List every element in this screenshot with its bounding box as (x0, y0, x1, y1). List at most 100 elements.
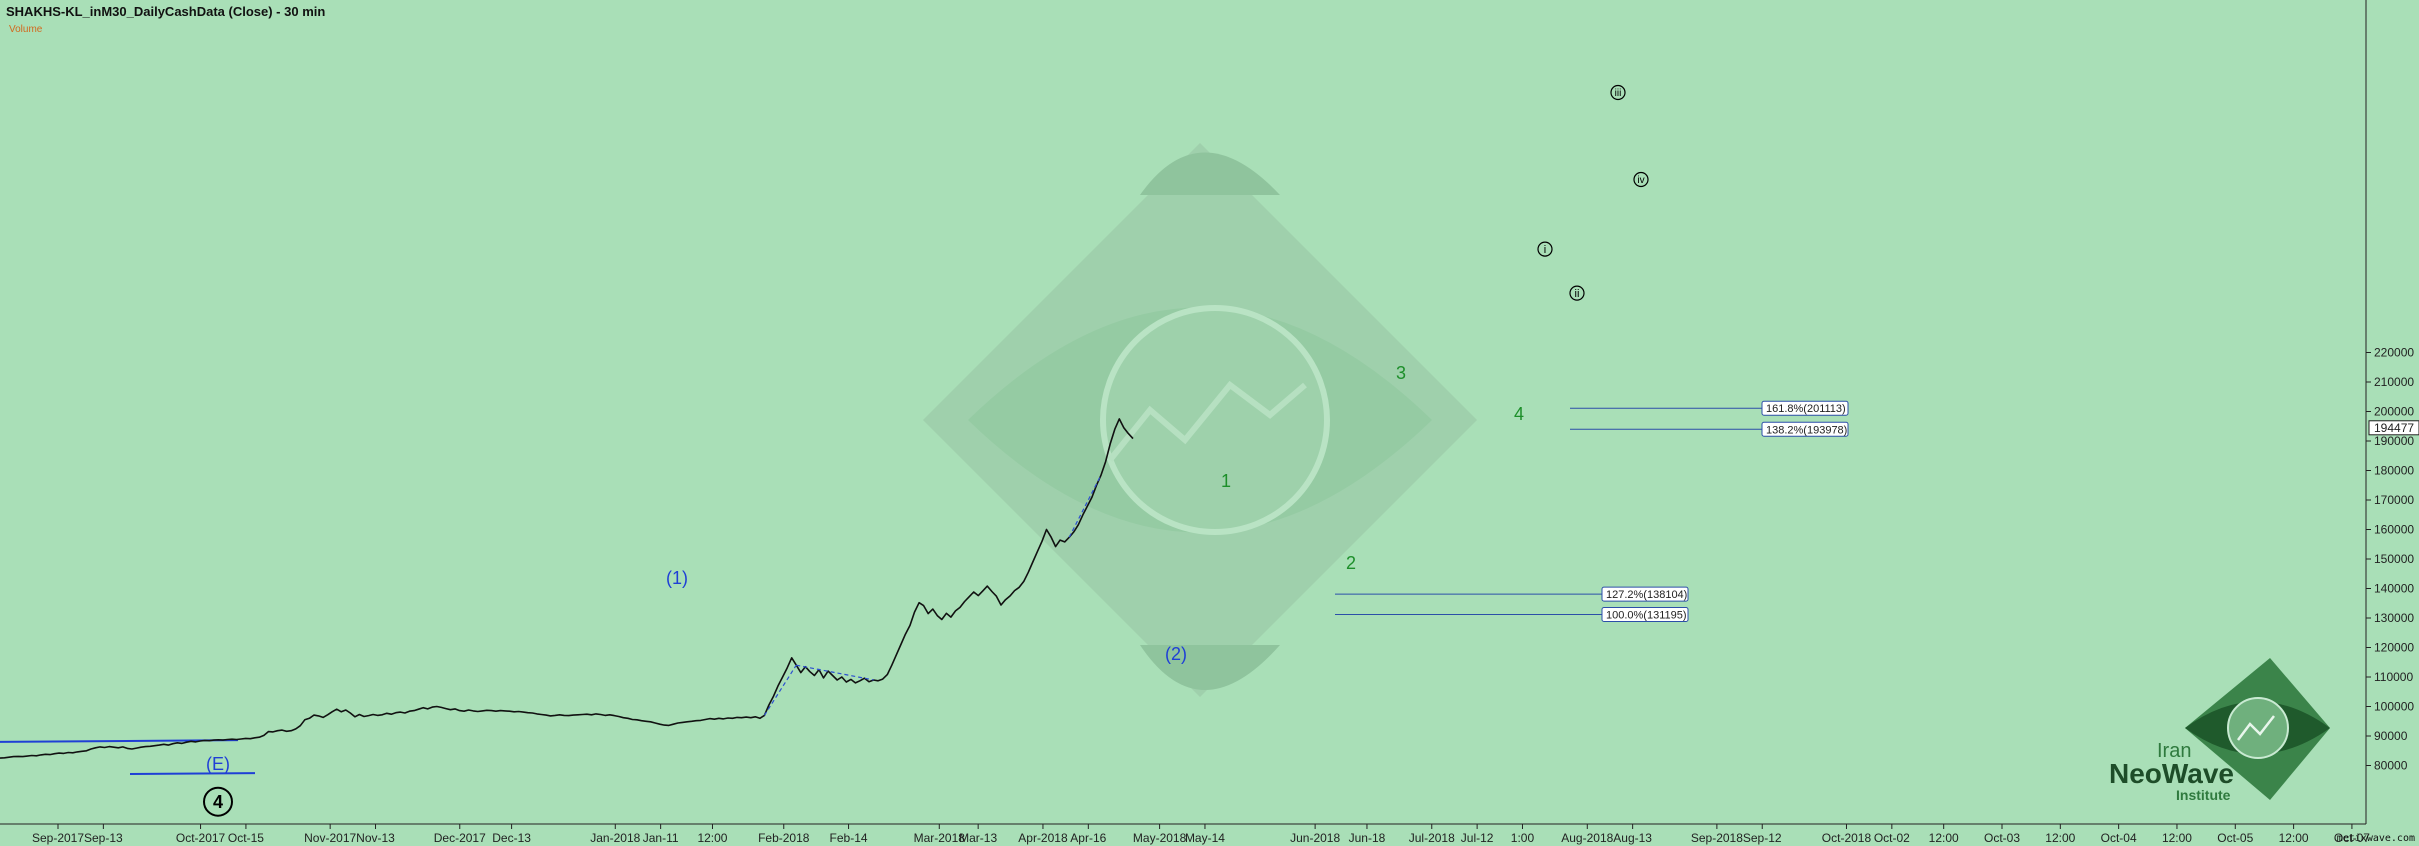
wave-label: 1 (1221, 471, 1231, 491)
x-tick-label: Sep-13 (84, 831, 123, 845)
y-tick-label: 100000 (2374, 700, 2414, 714)
wave-label: i (1544, 244, 1546, 256)
x-tick-label: 12:00 (2045, 831, 2075, 845)
volume-label: Volume (9, 24, 43, 35)
x-tick-label: Jan-2018 (590, 831, 640, 845)
x-tick-label: Mar-2018 (914, 831, 966, 845)
wave-label: iii (1615, 88, 1622, 99)
wave-label: (E) (206, 754, 230, 774)
fib-label-box (1761, 400, 1849, 416)
x-tick-label: Sep-2018 (1691, 831, 1743, 845)
wave-i-dash (1068, 474, 1102, 538)
wave-label: 4 (213, 792, 223, 812)
x-tick-label: Feb-14 (830, 831, 868, 845)
x-tick-label: Jul-12 (1461, 831, 1494, 845)
fibonacci-levels: 161.8%(201113) 138.2%(193978) 127.2%(13810… (1335, 400, 1849, 622)
x-tick-label: Jan-11 (643, 831, 679, 845)
blue-trend-line-lower (129, 772, 256, 776)
y-tick-label: 220000 (2374, 346, 2414, 360)
y-tick-label: 160000 (2374, 523, 2414, 537)
x-tick-label: Oct-05 (2217, 831, 2253, 845)
wave-label-circle (1569, 285, 1585, 301)
logo-line2: NeoWave (2109, 758, 2234, 789)
fib-label: 100.0%(131195) (1606, 609, 1687, 621)
blue-trend-line-upper (0, 739, 239, 743)
fib-label: 127.2%(138104) (1606, 589, 1687, 601)
y-tick-label: 140000 (2374, 582, 2414, 596)
y-tick-label: 200000 (2374, 405, 2414, 419)
x-tick-label: Sep-12 (1743, 831, 1782, 845)
x-tick-label: Aug-2018 (1561, 831, 1613, 845)
x-tick-label: 12:00 (2162, 831, 2192, 845)
x-tick-label: Dec-2017 (434, 831, 486, 845)
wave-label-circle (1537, 241, 1553, 257)
x-tick-label: Dec-13 (492, 831, 531, 845)
y-tick-label: 170000 (2374, 493, 2414, 507)
fib-label: 138.2%(193978) (1766, 424, 1847, 436)
y-tick-label: 120000 (2374, 641, 2414, 655)
wave-label-circle (1610, 84, 1626, 101)
x-tick-label: Aug-13 (1613, 831, 1652, 845)
watermark-eye-logo (923, 143, 1477, 697)
y-tick-label: 90000 (2374, 729, 2408, 743)
logo-trend-line (2237, 715, 2275, 741)
wave-label-circle (1633, 171, 1649, 188)
y-tick-label: 80000 (2374, 759, 2408, 773)
x-tick-label: Apr-2018 (1018, 831, 1068, 845)
wave-label: ii (1575, 288, 1580, 300)
site-credit: metixwave.com (2336, 833, 2415, 844)
x-tick-label: Apr-16 (1070, 831, 1106, 845)
x-tick-label: 12:00 (1929, 831, 1959, 845)
y-tick-label: 190000 (2374, 434, 2414, 448)
x-tick-label: Oct-2017 (176, 831, 226, 845)
x-tick-label: Oct-02 (1874, 831, 1910, 845)
chart-title: SHAKHS-KL_inM30_DailyCashData (Close) - … (6, 4, 326, 19)
y-tick-label: 130000 (2374, 611, 2414, 625)
watermark-top-cap (1140, 152, 1280, 195)
x-tick-label: Oct-15 (228, 831, 264, 845)
wave-label-circle (203, 786, 233, 817)
wave-1-dash (763, 664, 797, 716)
trend-lines (0, 739, 256, 776)
x-tick-label: Feb-2018 (758, 831, 810, 845)
x-tick-label: Nov-2017 (304, 831, 356, 845)
logo-line1: Iran (2157, 740, 2191, 762)
wave-label: (2) (1165, 644, 1187, 664)
x-tick-label: Oct-04 (2101, 831, 2137, 845)
watermark-bottom-cap (1140, 645, 1280, 690)
x-tick-label: May-2018 (1133, 831, 1187, 845)
logo-iris (2227, 697, 2289, 759)
price-series (0, 418, 1134, 759)
last-price-box (2368, 420, 2419, 436)
x-tick-label: Oct-2018 (1822, 831, 1872, 845)
x-tick-label: Sep-2017 (32, 831, 84, 845)
x-tick-label: Oct-07 (2334, 831, 2370, 845)
watermark-iris (1100, 305, 1330, 535)
price-line (0, 418, 1134, 759)
x-tick-label: Oct-03 (1984, 831, 2020, 845)
x-tick-label: Jul-2018 (1409, 831, 1455, 845)
wave-label: iv (1637, 175, 1644, 186)
y-tick-label: 210000 (2374, 375, 2414, 389)
fib-label-box (1601, 586, 1689, 602)
x-tick-label: Jun-18 (1349, 831, 1386, 845)
fib-label-box (1601, 606, 1689, 622)
x-tick-label: Jun-2018 (1290, 831, 1340, 845)
fib-label-box (1761, 421, 1849, 437)
x-tick-label: May-14 (1185, 831, 1225, 845)
last-price-label: 194477 (2374, 421, 2414, 435)
wave-label: 3 (1396, 363, 1406, 383)
x-tick-label: 1:00 (1511, 831, 1535, 845)
watermark-trend-line (1107, 380, 1307, 462)
fib-label: 161.8%(201113) (1766, 403, 1846, 415)
wave-label: (1) (666, 568, 688, 588)
wave-label: 2 (1346, 553, 1356, 573)
x-tick-label: Nov-13 (356, 831, 395, 845)
y-tick-label: 180000 (2374, 464, 2414, 478)
x-tick-label: 12:00 (697, 831, 727, 845)
